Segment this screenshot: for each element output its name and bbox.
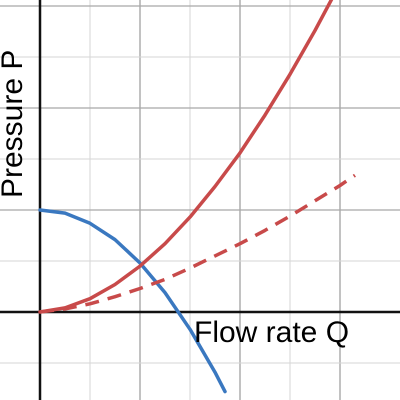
y-axis-label: Pressure P bbox=[0, 50, 29, 198]
pump-curve-solid bbox=[38, 0, 334, 314]
x-axis-label: Flow rate Q bbox=[194, 316, 349, 349]
system-curve-blue bbox=[38, 208, 227, 394]
pump-curve-dashed bbox=[39, 173, 356, 314]
curves bbox=[38, 0, 356, 394]
